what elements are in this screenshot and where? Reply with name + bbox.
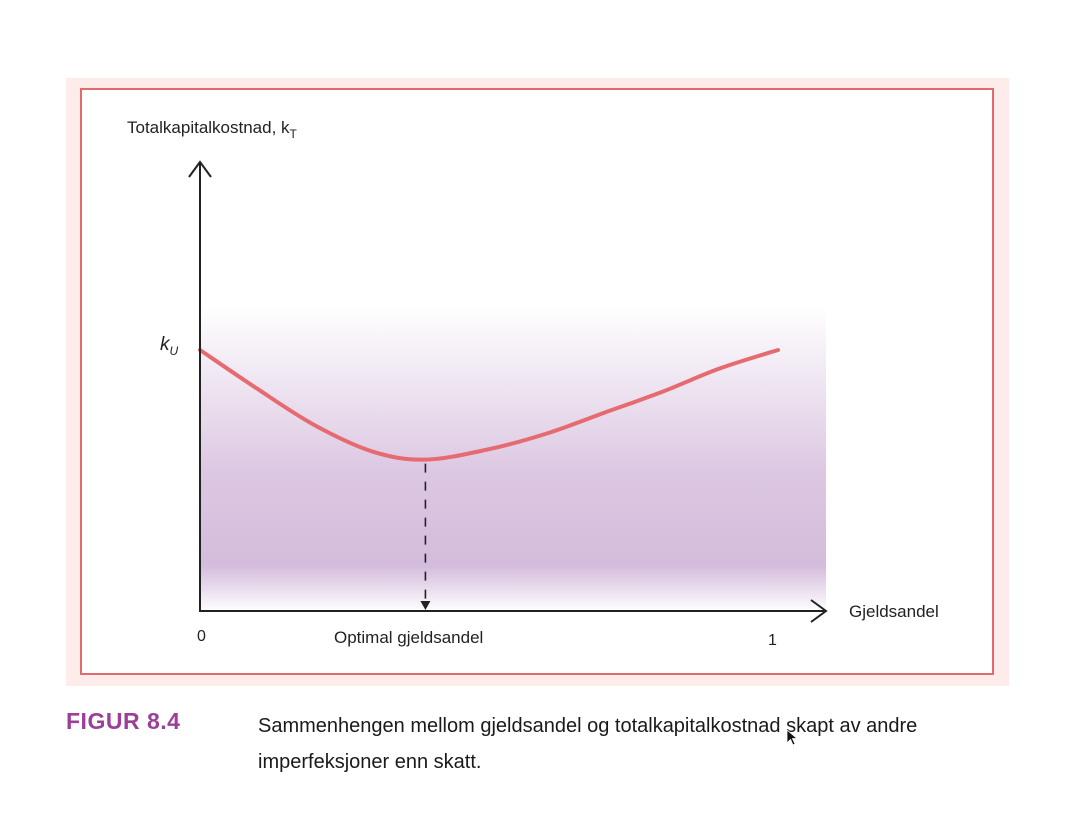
x-tick-label-1: 1: [768, 632, 777, 649]
cost-curve: [198, 348, 780, 462]
y-axis-label: Totalkapitalkostnad, kT: [127, 118, 298, 141]
x-axis-arrow: [810, 599, 828, 623]
figure-label: FIGUR 8.4: [66, 708, 181, 734]
optimum-arrowhead: [420, 601, 431, 610]
mouse-cursor-icon: [786, 729, 798, 746]
figure-caption: Sammenhengen mellom gjeldsandel og total…: [258, 715, 918, 773]
x-tick-label-0: 0: [197, 628, 206, 645]
x-axis-label: Gjeldsandel: [849, 602, 939, 621]
shaded-area: [200, 305, 826, 612]
y-axis-arrow: [188, 160, 212, 178]
optimum-label: Optimal gjeldsandel: [334, 628, 483, 647]
y-tick-label-ku: kU: [160, 334, 179, 358]
